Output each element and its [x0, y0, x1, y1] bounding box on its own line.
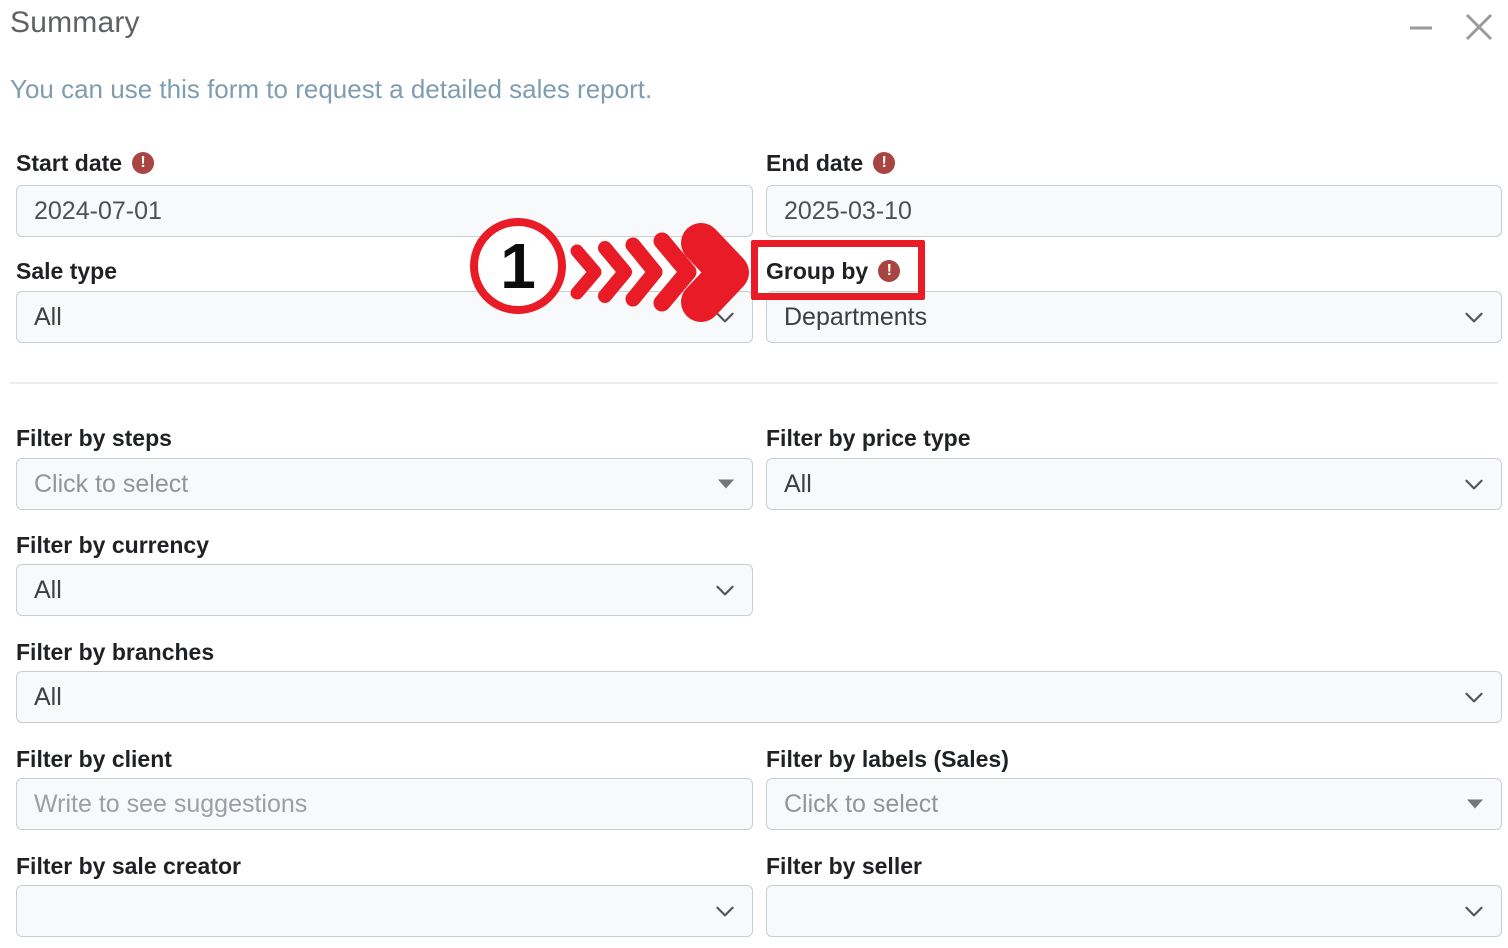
- group-by-select[interactable]: Departments: [766, 291, 1502, 343]
- filter-sale-creator-label: Filter by sale creator: [16, 852, 241, 879]
- chevron-down-icon: [712, 304, 738, 330]
- chevron-down-icon: [712, 898, 738, 924]
- chevron-down-icon: [1461, 304, 1487, 330]
- filter-client-label: Filter by client: [16, 745, 172, 772]
- filter-currency-label: Filter by currency: [16, 531, 210, 558]
- filter-branches-label: Filter by branches: [16, 638, 215, 665]
- filter-client-input[interactable]: [16, 778, 753, 830]
- filter-seller-label: Filter by seller: [766, 852, 922, 879]
- filter-steps-label: Filter by steps: [16, 424, 172, 451]
- filter-currency-select[interactable]: All: [16, 564, 753, 616]
- start-date-label: Start date !: [16, 147, 155, 179]
- form-description: You can use this form to request a detai…: [10, 74, 653, 104]
- filter-labels-multiselect[interactable]: Click to select: [766, 778, 1502, 830]
- chevron-down-icon: [1461, 684, 1487, 710]
- required-icon: !: [878, 260, 901, 282]
- group-by-label: Group by !: [766, 255, 901, 287]
- triangle-down-icon: [1467, 799, 1483, 809]
- chevron-down-icon: [1461, 898, 1487, 924]
- chevron-down-icon: [1461, 471, 1487, 497]
- filter-branches-select[interactable]: All: [16, 671, 1502, 723]
- sale-type-select[interactable]: All: [16, 291, 753, 343]
- chevron-down-icon: [712, 577, 738, 603]
- filter-price-type-select[interactable]: All: [766, 458, 1502, 510]
- required-icon: !: [132, 152, 155, 174]
- end-date-input[interactable]: [766, 185, 1502, 237]
- minimize-icon[interactable]: [1404, 10, 1438, 44]
- page-title: Summary: [10, 6, 140, 39]
- section-divider: [10, 382, 1498, 384]
- close-icon[interactable]: [1462, 10, 1496, 44]
- start-date-input[interactable]: [16, 185, 753, 237]
- required-icon: !: [873, 152, 896, 174]
- filter-labels-label: Filter by labels (Sales): [766, 745, 1009, 772]
- filter-price-type-label: Filter by price type: [766, 424, 971, 451]
- window-controls: [1404, 10, 1496, 44]
- filter-seller-select[interactable]: [766, 885, 1502, 937]
- filter-steps-multiselect[interactable]: Click to select: [16, 458, 753, 510]
- triangle-down-icon: [718, 479, 734, 489]
- sale-type-label: Sale type: [16, 257, 117, 284]
- end-date-label: End date !: [766, 147, 896, 179]
- filter-sale-creator-select[interactable]: [16, 885, 753, 937]
